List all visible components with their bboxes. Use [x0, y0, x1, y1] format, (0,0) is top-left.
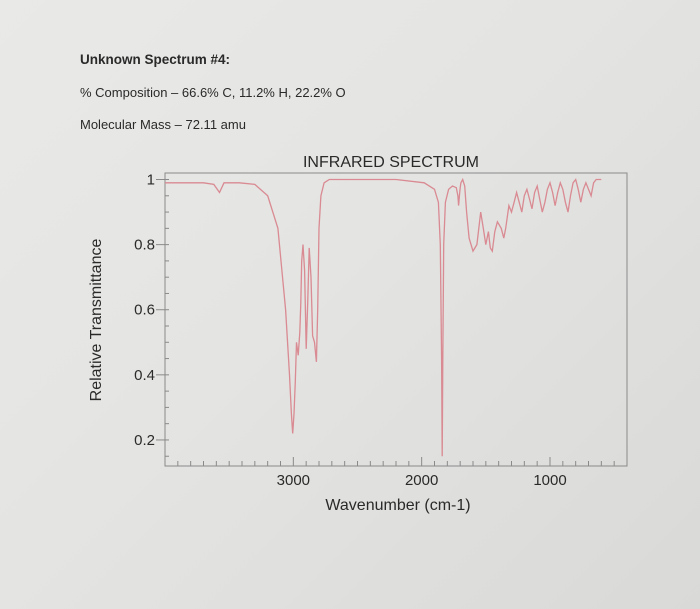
- plot-frame: [164, 172, 628, 467]
- molecular-mass-text: Molecular Mass – 72.11 amu: [80, 117, 246, 132]
- composition-text: % Composition – 66.6% C, 11.2% H, 22.2% …: [80, 85, 346, 100]
- spectrum-line: [165, 177, 602, 457]
- y-tick-label: 1: [147, 172, 155, 189]
- y-tick-label: 0.2: [134, 432, 155, 449]
- y-tick-label: 0.4: [134, 367, 155, 384]
- spectrum-title: Unknown Spectrum #4:: [80, 52, 231, 67]
- x-tick-label: 1000: [533, 472, 566, 489]
- y-axis-ticks: 1 0.8 0.6 0.4 0.2: [134, 172, 169, 457]
- y-tick-label: 0.6: [134, 302, 155, 319]
- x-axis-ticks: 3000 2000 1000: [164, 457, 615, 489]
- chart-title: INFRARED SPECTRUM: [303, 154, 479, 171]
- x-axis-label: Wavenumber (cm-1): [325, 497, 470, 514]
- y-axis-label: Relative Transmittance: [88, 239, 105, 402]
- x-tick-label: 2000: [405, 472, 438, 489]
- x-tick-label: 3000: [277, 472, 310, 489]
- y-tick-label: 0.8: [134, 237, 155, 254]
